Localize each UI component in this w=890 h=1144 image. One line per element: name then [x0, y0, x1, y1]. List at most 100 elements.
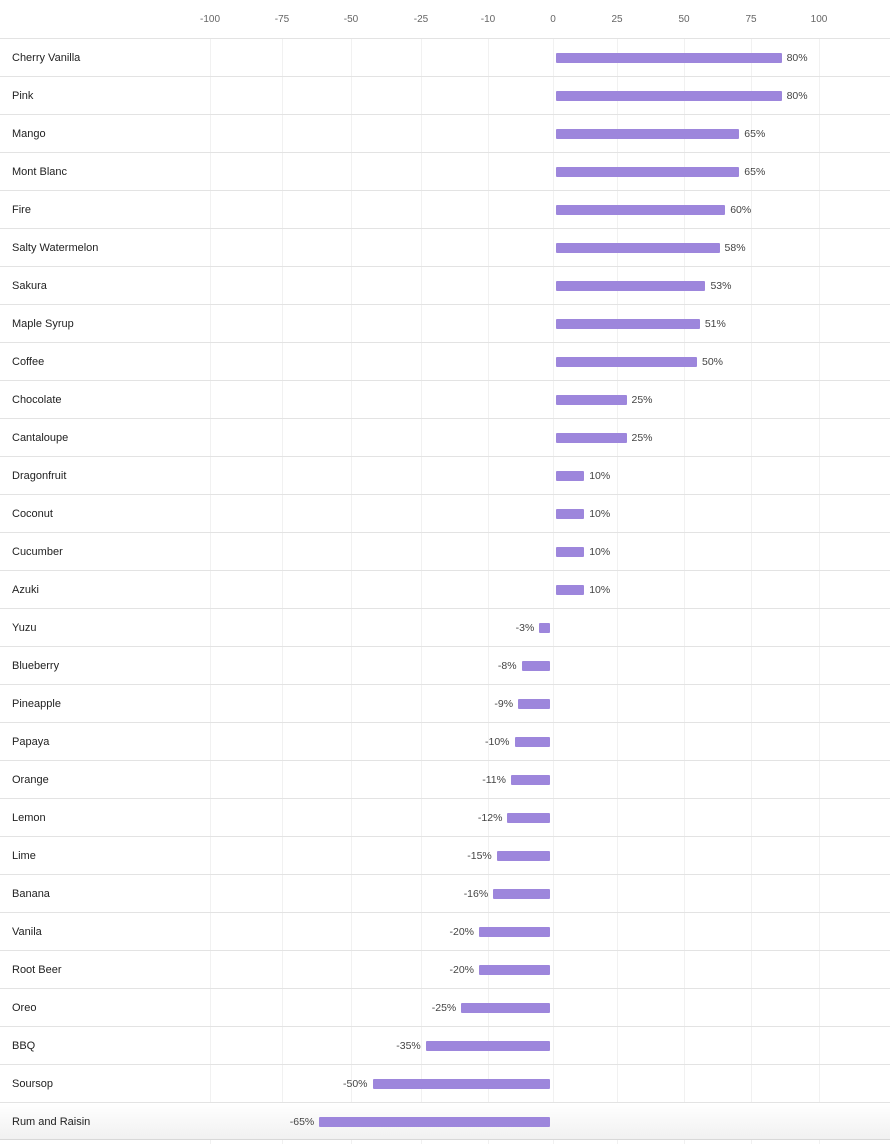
- chart-rows: Cherry Vanilla 80% Pink 80% Mango 65% Mont Bla…: [0, 38, 890, 1140]
- category-label: Coffee: [12, 356, 45, 368]
- chart-row: Vanila -20%: [0, 912, 890, 950]
- category-label: Yuzu: [12, 622, 37, 634]
- data-label: 65%: [744, 128, 766, 140]
- chart-row: Pineapple -9%: [0, 684, 890, 722]
- data-label: -65%: [289, 1116, 315, 1128]
- x-tick-label: 0: [550, 14, 556, 25]
- x-tick-label: -10: [480, 14, 496, 25]
- data-label: 58%: [724, 242, 746, 254]
- category-label: Mont Blanc: [12, 166, 68, 178]
- category-label: Soursop: [12, 1078, 53, 1090]
- data-label: 10%: [589, 546, 611, 558]
- data-label: 10%: [589, 584, 611, 596]
- data-label: -25%: [431, 1002, 457, 1014]
- chart-row: Rum and Raisin -65%: [0, 1102, 890, 1140]
- x-tick-label: 25: [611, 14, 623, 25]
- x-tick-label: -25: [413, 14, 429, 25]
- category-label: Fire: [12, 204, 31, 216]
- chart-row: Chocolate 25%: [0, 380, 890, 418]
- data-label: 25%: [631, 394, 653, 406]
- bar: [556, 547, 585, 557]
- x-tick-label: 75: [745, 14, 757, 25]
- chart-row: Sakura 53%: [0, 266, 890, 304]
- bar: [521, 661, 550, 671]
- chart-row: Cucumber 10%: [0, 532, 890, 570]
- bar: [479, 965, 550, 975]
- category-label: Blueberry: [12, 660, 60, 672]
- category-label: Maple Syrup: [12, 318, 74, 330]
- category-label: Cantaloupe: [12, 432, 69, 444]
- chart-row: Dragonfruit 10%: [0, 456, 890, 494]
- data-label: -12%: [477, 812, 503, 824]
- bar: [510, 775, 550, 785]
- category-label: Banana: [12, 888, 50, 900]
- chart-row: Soursop -50%: [0, 1064, 890, 1102]
- category-label: Coconut: [12, 508, 53, 520]
- bar: [556, 357, 697, 367]
- data-label: 51%: [704, 318, 726, 330]
- chart-row: Orange -11%: [0, 760, 890, 798]
- x-tick-label: -100: [199, 14, 221, 25]
- bar: [556, 281, 706, 291]
- chart-row: Maple Syrup 51%: [0, 304, 890, 342]
- category-label: Cucumber: [12, 546, 63, 558]
- category-label: Lime: [12, 850, 36, 862]
- chart-row: Azuki 10%: [0, 570, 890, 608]
- chart-row: Root Beer -20%: [0, 950, 890, 988]
- bar: [556, 509, 585, 519]
- data-label: -9%: [494, 698, 514, 710]
- bar: [556, 243, 720, 253]
- data-label: 10%: [589, 508, 611, 520]
- category-label: Salty Watermelon: [12, 242, 99, 254]
- chart-row: Coffee 50%: [0, 342, 890, 380]
- category-label: Pineapple: [12, 698, 61, 710]
- bar: [372, 1079, 550, 1089]
- bar: [539, 623, 550, 633]
- chart-row: Mango 65%: [0, 114, 890, 152]
- chart-row: Lemon -12%: [0, 798, 890, 836]
- data-label: 53%: [710, 280, 732, 292]
- x-tick-label: 50: [678, 14, 690, 25]
- bar: [425, 1041, 550, 1051]
- bar: [556, 53, 782, 63]
- chart-row: Banana -16%: [0, 874, 890, 912]
- bar: [556, 319, 700, 329]
- data-label: -8%: [497, 660, 517, 672]
- x-tick-label: -75: [274, 14, 290, 25]
- bar: [514, 737, 550, 747]
- bar: [556, 433, 627, 443]
- chart-row: Cantaloupe 25%: [0, 418, 890, 456]
- data-label: 80%: [786, 52, 808, 64]
- x-axis: -100 -75 -50 -25 -10 0 25 50 75 100: [0, 0, 890, 38]
- data-label: -50%: [342, 1078, 368, 1090]
- category-label: BBQ: [12, 1040, 36, 1052]
- chart-row: Mont Blanc 65%: [0, 152, 890, 190]
- data-label: -16%: [463, 888, 489, 900]
- category-label: Chocolate: [12, 394, 62, 406]
- chart-row: Oreo -25%: [0, 988, 890, 1026]
- data-label: -3%: [515, 622, 535, 634]
- data-label: -35%: [396, 1040, 421, 1052]
- chart-row: BBQ -35%: [0, 1026, 890, 1064]
- bar: [556, 91, 782, 101]
- chart-row: Blueberry -8%: [0, 646, 890, 684]
- bar: [556, 395, 627, 405]
- data-label: 50%: [702, 356, 724, 368]
- data-label: 60%: [730, 204, 752, 216]
- bar: [556, 205, 726, 215]
- data-label: 80%: [786, 90, 808, 102]
- data-label: -11%: [482, 774, 506, 786]
- bar: [556, 585, 585, 595]
- data-label: 25%: [631, 432, 653, 444]
- chart-row: Salty Watermelon 58%: [0, 228, 890, 266]
- bar: [479, 927, 550, 937]
- category-label: Oreo: [12, 1002, 37, 1014]
- category-label: Rum and Raisin: [12, 1116, 91, 1128]
- bar: [556, 129, 740, 139]
- category-label: Papaya: [12, 736, 50, 748]
- chart-row: Pink 80%: [0, 76, 890, 114]
- data-label: 10%: [589, 470, 611, 482]
- category-label: Sakura: [12, 280, 47, 292]
- category-label: Orange: [12, 774, 49, 786]
